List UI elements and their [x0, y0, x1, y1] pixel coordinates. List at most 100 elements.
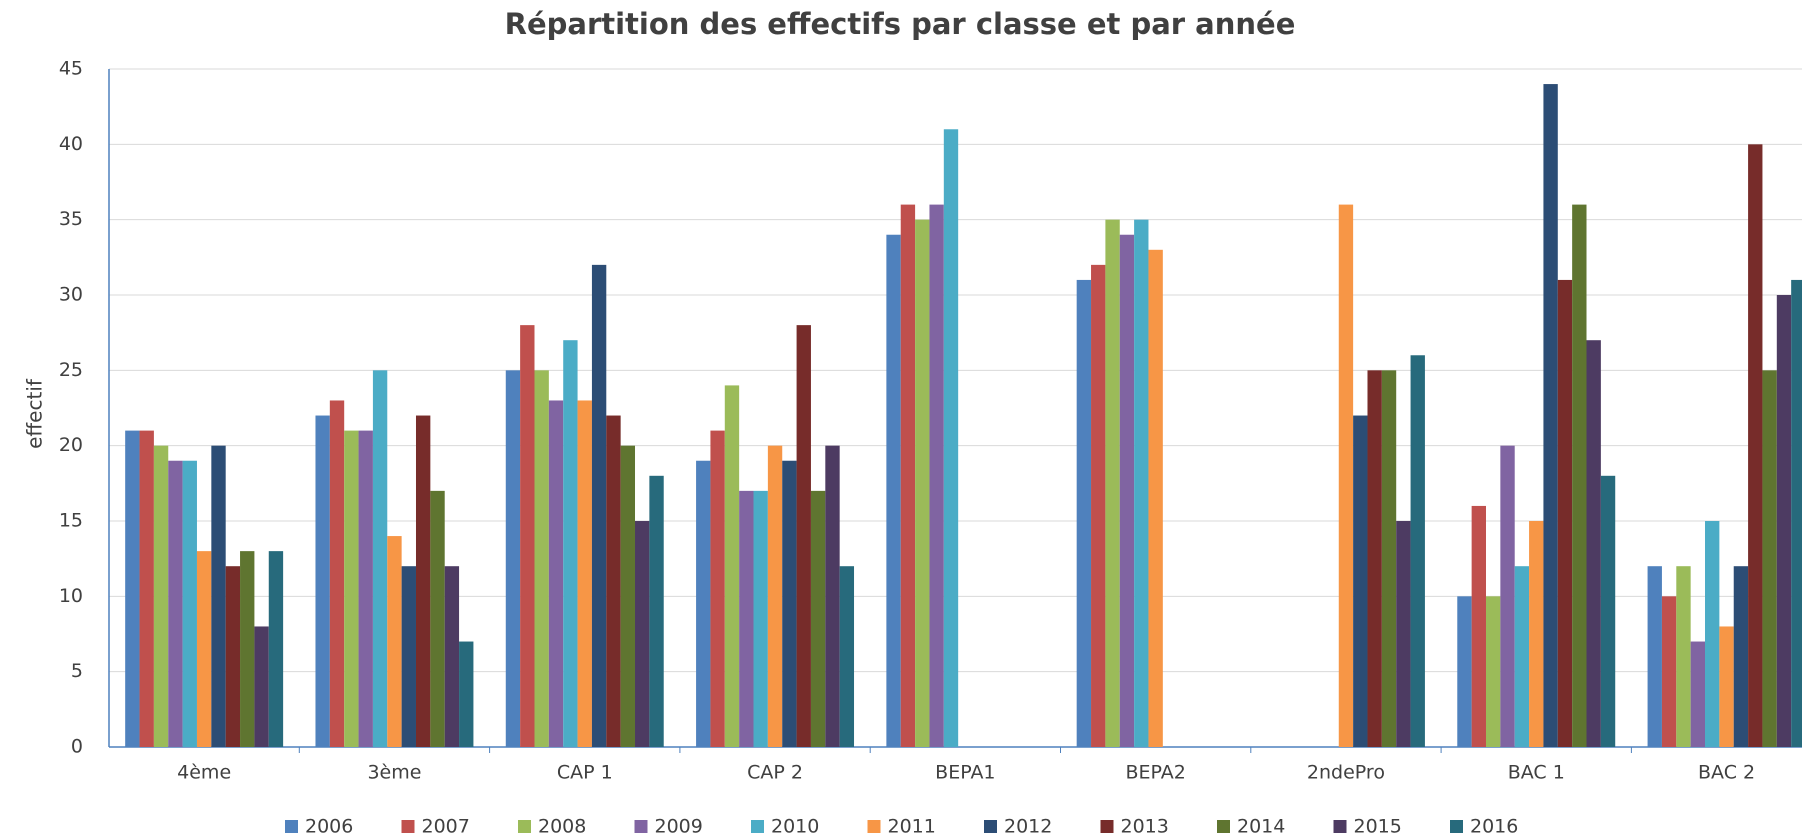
bar: [1367, 370, 1382, 747]
y-tick-label: 0: [71, 736, 83, 758]
x-tick-label: BAC 2: [1698, 762, 1755, 784]
bar: [401, 566, 416, 747]
bar: [886, 234, 901, 747]
legend-label: 2014: [1237, 816, 1285, 838]
y-axis-label: effectif: [23, 378, 47, 449]
bar: [268, 551, 284, 747]
bar: [196, 551, 212, 747]
legend-swatch: [751, 820, 764, 833]
bar: [1719, 626, 1734, 747]
bar: [1091, 264, 1106, 747]
bar: [1748, 144, 1763, 748]
bar: [1557, 279, 1573, 747]
legend-swatch: [1217, 820, 1230, 833]
bar: [1572, 204, 1587, 748]
bar: [1661, 596, 1677, 747]
legend-label: 2015: [1354, 816, 1402, 838]
bar: [1586, 340, 1601, 747]
legend-label: 2012: [1004, 816, 1052, 838]
bar: [125, 430, 140, 747]
bar: [415, 415, 431, 747]
legend-swatch: [984, 820, 997, 833]
bar: [372, 370, 388, 747]
bar: [387, 536, 402, 747]
bar: [329, 400, 345, 747]
y-tick-label: 10: [59, 585, 83, 607]
bar: [710, 430, 725, 747]
bar: [444, 566, 460, 747]
bar: [635, 521, 650, 747]
bar: [796, 325, 811, 747]
bar: [1338, 204, 1354, 748]
legend-label: 2016: [1470, 816, 1518, 838]
y-tick-label: 15: [59, 510, 83, 532]
x-tick-label: CAP 1: [557, 762, 613, 784]
bar: [430, 490, 445, 747]
bar: [1543, 84, 1558, 748]
bar: [1762, 370, 1777, 747]
y-tick-label: 30: [59, 284, 83, 306]
x-tick-label: BAC 1: [1508, 762, 1565, 784]
legend-swatch: [1100, 820, 1114, 833]
bar: [459, 641, 474, 747]
bar: [182, 460, 197, 747]
bar: [358, 430, 373, 747]
bar: [900, 204, 916, 748]
bar: [1529, 521, 1544, 747]
legend-label: 2009: [655, 816, 703, 838]
bar: [825, 445, 840, 747]
bar: [225, 566, 241, 747]
x-tick-label: 3ème: [367, 762, 421, 784]
bar: [240, 551, 255, 747]
legend-swatch: [518, 820, 531, 833]
legend-label: 2013: [1121, 816, 1169, 838]
bar: [1705, 521, 1720, 747]
chart-title: Répartition des effectifs par classe et …: [505, 7, 1296, 41]
x-tick-label: 4ème: [177, 762, 231, 784]
legend-swatch: [634, 820, 648, 833]
bar: [211, 445, 226, 747]
bar: [1485, 596, 1501, 747]
bar: [254, 626, 269, 747]
bar: [315, 415, 330, 747]
bar: [1676, 566, 1691, 747]
bar: [1381, 370, 1397, 747]
bar: [1514, 566, 1530, 747]
bar: [1134, 219, 1149, 747]
legend-swatch: [1450, 820, 1463, 833]
bar: [696, 460, 711, 747]
y-tick-label: 25: [59, 359, 83, 381]
bar: [1776, 295, 1792, 747]
bar: [153, 445, 169, 747]
bar: [753, 490, 768, 747]
bar: [1148, 249, 1163, 748]
bar: [1353, 415, 1368, 747]
bar: [606, 415, 621, 747]
legend-swatch: [285, 820, 298, 833]
legend-label: 2008: [538, 816, 586, 838]
bar: [139, 430, 154, 747]
bar: [620, 445, 636, 747]
y-tick-label: 5: [71, 660, 83, 682]
legend-label: 2007: [422, 816, 470, 838]
bar: [1600, 475, 1616, 747]
bar: [1076, 279, 1092, 747]
bar: [344, 430, 359, 747]
bar: [1471, 505, 1486, 747]
bar: [1690, 641, 1706, 747]
bar: [591, 264, 607, 747]
bar: [1119, 234, 1135, 747]
bar: [563, 340, 578, 747]
bar: [1500, 445, 1515, 747]
x-tick-label: 2ndePro: [1307, 762, 1385, 784]
bar: [810, 490, 826, 747]
bar: [929, 204, 944, 748]
bar: [1410, 355, 1425, 747]
bar: [839, 566, 855, 747]
bar: [943, 129, 959, 747]
y-tick-label: 20: [59, 434, 83, 456]
y-tick-label: 45: [59, 58, 83, 80]
legend-swatch: [867, 820, 881, 833]
bar: [915, 219, 930, 747]
